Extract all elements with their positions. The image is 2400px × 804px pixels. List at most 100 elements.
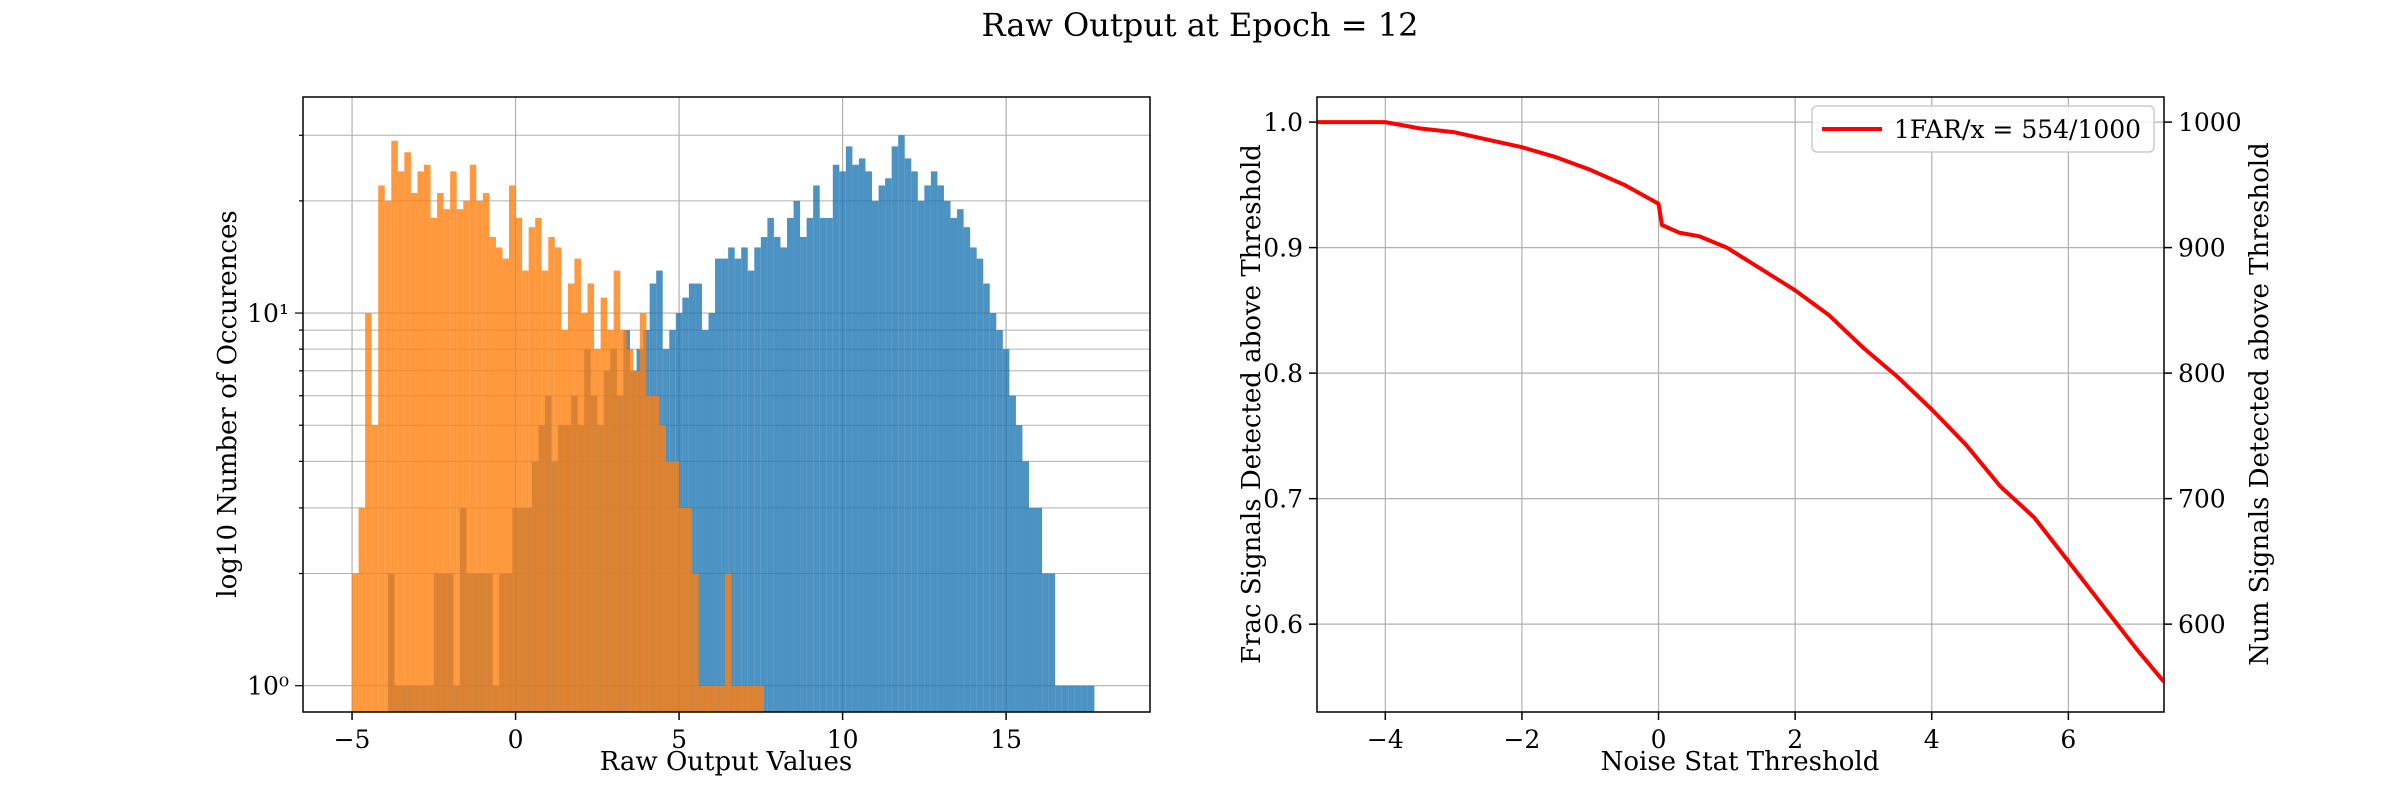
histogram-bar — [1002, 349, 1010, 712]
line-y-axis-label: Frac Signals Detected above Threshold — [1237, 144, 1267, 664]
histogram-bar — [1029, 507, 1036, 712]
histogram-y-tick-label: 10¹ — [247, 299, 289, 328]
histogram-bar — [1074, 685, 1082, 712]
histogram-bar — [819, 217, 827, 712]
histogram-bar — [397, 171, 405, 712]
histogram-bar — [410, 192, 418, 712]
histogram-bar — [715, 258, 722, 712]
histogram-bar — [561, 330, 568, 712]
histogram-bar — [970, 247, 977, 712]
histogram-bars — [352, 135, 1095, 712]
line-y2-tick-label: 1000 — [2178, 108, 2242, 137]
histogram-bar — [1061, 685, 1069, 712]
histogram-bar — [701, 330, 709, 712]
histogram-bar — [891, 146, 899, 712]
histogram-bar — [482, 192, 490, 712]
histogram-bar — [1081, 685, 1088, 712]
histogram-bar — [767, 217, 774, 712]
histogram-bar — [878, 185, 886, 712]
histogram-bar — [594, 349, 601, 712]
histogram-bar — [705, 685, 712, 712]
histogram-bar — [620, 330, 627, 712]
histogram-bar — [580, 313, 588, 712]
histogram-bar — [659, 425, 666, 712]
histogram-bar — [567, 283, 575, 712]
histogram-bar — [996, 330, 1003, 712]
histogram-bar — [450, 171, 457, 712]
histogram-bar — [502, 258, 510, 712]
line-grid — [1317, 97, 2164, 712]
histogram-bar — [404, 152, 411, 712]
histogram-bar — [587, 283, 595, 712]
histogram-bar — [724, 573, 732, 712]
line-y-tick-label: 1.0 — [1263, 108, 1303, 137]
histogram-bar — [456, 209, 464, 712]
histogram-bar — [515, 217, 523, 712]
histogram-bar — [695, 283, 702, 712]
histogram-bar — [541, 270, 549, 712]
histogram-bar — [600, 297, 608, 712]
histogram-bar — [424, 164, 431, 712]
histogram-x-tick-label: 10 — [827, 725, 859, 754]
histogram-bar — [917, 200, 925, 712]
histogram-bar — [682, 297, 689, 712]
line-ticks: −4 −2 0 2 4 6 0.6 0.7 0.8 0.9 1.0 600 700 800 900 1000 — [1263, 108, 2241, 754]
histogram-bar — [1015, 425, 1023, 712]
histogram-bar — [852, 164, 859, 712]
histogram-bar — [692, 573, 699, 712]
histogram-y-tick-label: 10⁰ — [247, 672, 289, 701]
histogram-bar — [384, 200, 392, 712]
histogram-bar — [963, 227, 971, 712]
histogram-bar — [528, 227, 536, 712]
line-y2-tick-label: 800 — [2178, 359, 2226, 388]
histogram-bar — [688, 283, 696, 712]
histogram-bar — [708, 313, 716, 712]
line-y2-tick-label: 900 — [2178, 234, 2226, 263]
histogram-bar — [858, 158, 866, 712]
line-y-tick-label: 0.9 — [1263, 234, 1303, 263]
histogram-bar — [509, 185, 516, 712]
histogram-bar — [352, 573, 359, 712]
histogram-bar — [898, 135, 905, 712]
histogram-x-tick-label: 0 — [508, 725, 524, 754]
histogram-bar — [744, 685, 752, 712]
line-x-tick-label: 2 — [1787, 725, 1803, 754]
histogram-bar — [1042, 573, 1049, 712]
histogram-bar — [983, 283, 990, 712]
histogram-bar — [443, 209, 451, 712]
histogram-bar — [1068, 685, 1075, 712]
histogram-bar — [930, 171, 938, 712]
histogram-bar — [469, 164, 477, 712]
histogram-bar — [943, 200, 951, 712]
histogram-bar — [957, 209, 964, 712]
histogram-bar — [757, 685, 765, 712]
histogram-bar — [950, 217, 958, 712]
histogram-bar — [1009, 395, 1016, 712]
histogram-bar — [839, 171, 846, 712]
histogram-bar — [1035, 507, 1043, 712]
line-y-tick-label: 0.6 — [1263, 610, 1303, 639]
histogram-y-axis-label: log10 Number of Occurences — [213, 210, 243, 597]
line-series — [1317, 120, 2164, 684]
histogram-bar — [535, 217, 542, 712]
histogram-bar — [652, 395, 660, 712]
line-y-tick-label: 0.7 — [1263, 485, 1303, 514]
histogram-bar — [734, 258, 742, 712]
histogram-bar — [522, 270, 529, 712]
figure-title: Raw Output at Epoch = 12 — [982, 6, 1419, 44]
histogram-bar — [728, 247, 735, 712]
legend-label: 1FAR/x = 554/1000 — [1894, 115, 2141, 144]
histogram-bar — [793, 200, 801, 712]
histogram-bar — [365, 313, 372, 712]
line-x-tick-label: −4 — [1367, 725, 1404, 754]
line-legend: 1FAR/x = 554/1000 — [1811, 105, 2155, 153]
histogram-bar — [872, 200, 879, 712]
histogram-bar — [639, 313, 647, 712]
histogram-bar — [773, 236, 781, 712]
histogram-chart: −5 0 5 10 15 10⁰ 10¹ Raw Output Values log10 N… — [213, 96, 1151, 777]
detection-line-chart: −4 −2 0 2 4 60.60.70.80.91.06007008009001000 … — [1237, 96, 2275, 777]
histogram-bar — [489, 236, 496, 712]
histogram-bar — [1055, 685, 1062, 712]
histogram-bar — [430, 217, 438, 712]
